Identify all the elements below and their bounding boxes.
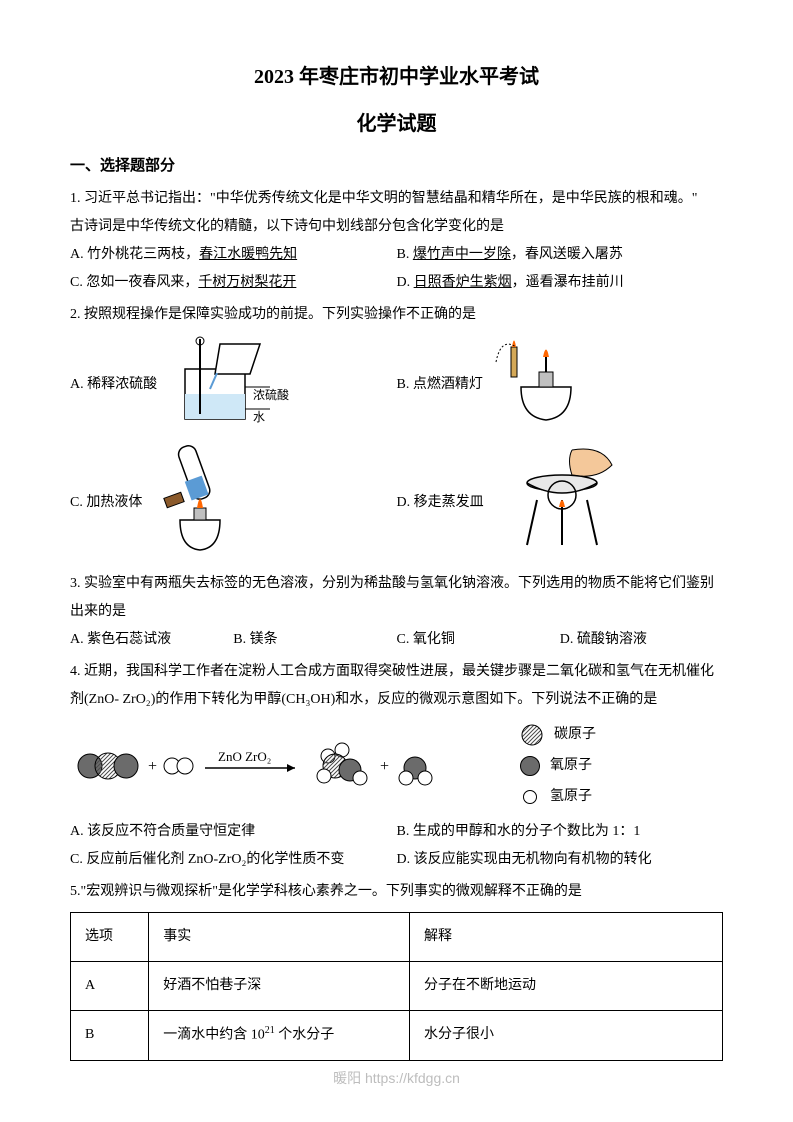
question-3: 3. 实验室中有两瓶失去标签的无色溶液，分别为稀盐酸与氢氧化钠溶液。下列选用的物… bbox=[70, 570, 723, 654]
q2-option-d: D. 移走蒸发皿 bbox=[397, 440, 724, 566]
question-4: 4. 近期，我国科学工作者在淀粉人工合成方面取得突破性进展，最关键步骤是二氧化碳… bbox=[70, 658, 723, 874]
question-1: 1. 习近平总书记指出："中华优秀传统文化是中华文明的智慧结晶和精华所在，是中华… bbox=[70, 185, 723, 297]
svg-text:ZnO ZrO₂: ZnO ZrO₂ bbox=[218, 749, 271, 764]
oxygen-atom-icon bbox=[520, 756, 540, 776]
q1-option-b: B. 爆竹声中一岁除，春风送暖入屠苏 bbox=[397, 241, 724, 269]
cell-opt-a: A bbox=[71, 962, 149, 1011]
q3-option-c: C. 氧化铜 bbox=[397, 626, 560, 654]
q1-option-a: A. 竹外桃花三两枝，春江水暖鸭先知 bbox=[70, 241, 397, 269]
q1-option-d: D. 日照香炉生紫烟，遥看瀑布挂前川 bbox=[397, 269, 724, 297]
q1-text-2: 古诗词是中华传统文化的精髓，以下诗句中划线部分包含化学变化的是 bbox=[70, 213, 723, 241]
legend-hydrogen: 氢原子 bbox=[550, 783, 592, 811]
water-label: 水 bbox=[253, 410, 265, 424]
table-row: A 好酒不怕巷子深 分子在不断地运动 bbox=[71, 962, 723, 1011]
svg-text:+: + bbox=[380, 758, 389, 775]
legend-oxygen: 氧原子 bbox=[550, 752, 592, 780]
reaction-diagram: + ZnO ZrO₂ + 碳原子 bbox=[70, 726, 723, 806]
q4-option-c: C. 反应前后催化剂 ZnO-ZrO₂的化学性质不变 bbox=[70, 846, 397, 874]
question-5: 5."宏观辨识与微观探析"是化学学科核心素养之一。下列事实的微观解释不正确的是 … bbox=[70, 878, 723, 1061]
q2-option-c: C. 加热液体 bbox=[70, 440, 397, 566]
q2-option-a: A. 稀释浓硫酸 浓硫酸 水 bbox=[70, 329, 397, 440]
th-option: 选项 bbox=[71, 913, 149, 962]
q3-text-1: 3. 实验室中有两瓶失去标签的无色溶液，分别为稀盐酸与氢氧化钠溶液。下列选用的物… bbox=[70, 570, 723, 598]
q1-text-1: 1. 习近平总书记指出："中华优秀传统文化是中华文明的智慧结晶和精华所在，是中华… bbox=[70, 185, 723, 213]
q4-text-1: 4. 近期，我国科学工作者在淀粉人工合成方面取得突破性进展，最关键步骤是二氧化碳… bbox=[70, 658, 723, 686]
legend-carbon: 碳原子 bbox=[554, 721, 596, 749]
light-lamp-diagram-icon bbox=[491, 332, 601, 438]
th-fact: 事实 bbox=[149, 913, 410, 962]
q4-option-a: A. 该反应不符合质量守恒定律 bbox=[70, 818, 397, 846]
table-row: 选项 事实 解释 bbox=[71, 913, 723, 962]
cell-fact-b: 一滴水中约含 1021 个水分子 bbox=[149, 1011, 410, 1061]
q4-option-b: B. 生成的甲醇和水的分子个数比为 1：1 bbox=[397, 818, 724, 846]
heat-liquid-diagram-icon bbox=[150, 440, 250, 566]
q5-text: 5."宏观辨识与微观探析"是化学学科核心素养之一。下列事实的微观解释不正确的是 bbox=[70, 878, 723, 906]
sub-title: 化学试题 bbox=[70, 107, 723, 136]
q3-option-d: D. 硫酸钠溶液 bbox=[560, 626, 723, 654]
hydrogen-atom-icon bbox=[523, 790, 537, 804]
table-row: B 一滴水中约含 1021 个水分子 水分子很小 bbox=[71, 1011, 723, 1061]
main-title: 2023 年枣庄市初中学业水平考试 bbox=[70, 60, 723, 89]
q2-option-b: B. 点燃酒精灯 bbox=[397, 329, 724, 440]
move-dish-diagram-icon bbox=[492, 445, 632, 561]
atom-legend: 碳原子 氧原子 氢原子 bbox=[520, 718, 596, 814]
q1-option-c: C. 忽如一夜春风来，千树万树梨花开 bbox=[70, 269, 397, 297]
cell-exp-a: 分子在不断地运动 bbox=[410, 962, 723, 1011]
cell-opt-b: B bbox=[71, 1011, 149, 1061]
footer-watermark: 暖阳 https://kfdgg.cn bbox=[0, 1068, 793, 1088]
q3-text-2: 出来的是 bbox=[70, 598, 723, 626]
question-2: 2. 按照规程操作是保障实验成功的前提。下列实验操作不正确的是 A. 稀释浓硫酸… bbox=[70, 301, 723, 566]
q5-table: 选项 事实 解释 A 好酒不怕巷子深 分子在不断地运动 B 一滴水中约含 102… bbox=[70, 912, 723, 1061]
q4-option-d: D. 该反应能实现由无机物向有机物的转化 bbox=[397, 846, 724, 874]
cell-fact-a: 好酒不怕巷子深 bbox=[149, 962, 410, 1011]
svg-text:+: + bbox=[148, 758, 157, 775]
acid-label: 浓硫酸 bbox=[253, 387, 289, 402]
q3-option-b: B. 镁条 bbox=[233, 626, 396, 654]
q2-text: 2. 按照规程操作是保障实验成功的前提。下列实验操作不正确的是 bbox=[70, 301, 723, 329]
th-explain: 解释 bbox=[410, 913, 723, 962]
section-1-header: 一、选择题部分 bbox=[70, 154, 723, 175]
q4-text-2: 剂(ZnO- ZrO₂)的作用下转化为甲醇(CH₃OH)和水，反应的微观示意图如… bbox=[70, 686, 723, 714]
cell-exp-b: 水分子很小 bbox=[410, 1011, 723, 1061]
dilute-acid-diagram-icon: 浓硫酸 水 bbox=[165, 329, 295, 440]
q3-option-a: A. 紫色石蕊试液 bbox=[70, 626, 233, 654]
